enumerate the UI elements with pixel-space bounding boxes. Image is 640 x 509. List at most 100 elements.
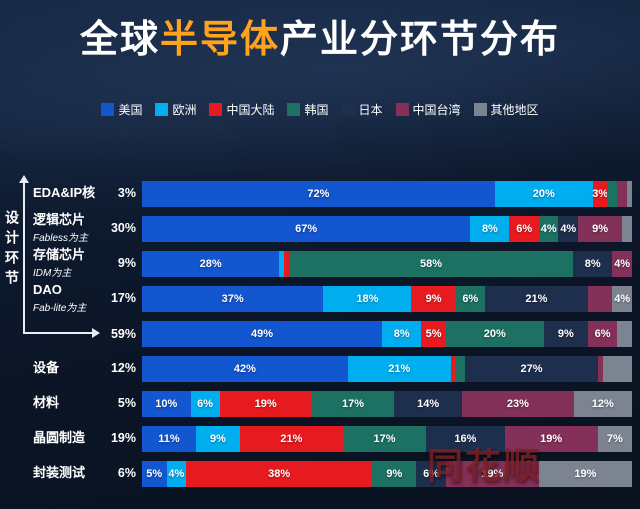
legend-swatch-icon	[341, 103, 355, 116]
bar-segment-kr: 6%	[455, 285, 485, 312]
bar-segment-cn	[284, 250, 289, 277]
bar-segment-value: 5%	[425, 327, 442, 340]
legend-swatch-icon	[101, 103, 115, 116]
bar-segment-eu: 18%	[323, 285, 412, 312]
legend-item-kr: 韩国	[287, 101, 329, 118]
bar-segment-other: 7%	[597, 425, 632, 452]
bar-segment-cn: 21%	[239, 425, 343, 452]
stacked-bar: 42% 21% 27%	[142, 355, 632, 382]
bar-segment-other: 4%	[612, 285, 632, 312]
legend-label: 韩国	[304, 103, 329, 117]
row-label: 逻辑芯片 Fabless为主 30%	[0, 212, 142, 244]
bar-segment-value: 3%	[592, 187, 609, 200]
bar-segment-value: 19%	[574, 467, 597, 480]
row-subtitle: IDM为主	[33, 267, 72, 279]
stacked-bar: 5% 4% 38% 9% 6% 19% 19%	[142, 460, 632, 487]
chart-row: 逻辑芯片 Fabless为主 30% 67% 8% 6% 4% 4% 9%	[0, 211, 632, 246]
bar-segment-eu: 8%	[470, 215, 510, 242]
stacked-bar: 67% 8% 6% 4% 4% 9%	[142, 215, 632, 242]
bar-segment-eu: 6%	[190, 390, 220, 417]
design-bracket-hline	[23, 332, 93, 334]
row-name-text: 逻辑芯片	[33, 212, 86, 228]
bar-segment-kr: 17%	[342, 425, 427, 452]
bar-segment-value: 6%	[423, 467, 440, 480]
bar-segment-tw: 23%	[462, 390, 574, 417]
bar-segment-value: 8%	[481, 222, 498, 235]
row-share-percent: 5%	[117, 396, 136, 411]
bar-segment-value: 9%	[386, 467, 403, 480]
bar-segment-cn: 38%	[186, 460, 373, 487]
row-name-text: 存储芯片	[33, 247, 86, 263]
bar-segment-value: 4%	[540, 222, 557, 235]
bar-segment-tw	[597, 355, 603, 382]
page-title: 全球半导体产业分环节分布	[0, 8, 640, 63]
bar-segment-us: 42%	[142, 355, 348, 382]
row-name: 晶圆制造	[33, 430, 86, 446]
bar-segment-value: 12%	[591, 397, 614, 410]
row-name: 存储芯片 IDM为主	[33, 247, 86, 279]
bar-segment-us: 11%	[142, 425, 196, 452]
bar-segment-tw: 6%	[587, 320, 618, 347]
stacked-bar: 11% 9% 21% 17% 16% 19% 7%	[142, 425, 632, 452]
bar-segment-value: 4%	[614, 292, 631, 305]
row-share-percent: 30%	[110, 221, 136, 236]
legend-swatch-icon	[473, 103, 487, 116]
legend-item-us: 美国	[101, 101, 142, 118]
bar-segment-value: 4%	[560, 222, 577, 235]
bar-segment-value: 20%	[532, 187, 555, 200]
bar-segment-cn: 5%	[421, 320, 446, 347]
row-subtitle: Fab-lite为主	[33, 302, 87, 314]
chart-row: 设备 12% 42% 21% 27%	[0, 351, 632, 386]
row-share-percent: 12%	[110, 361, 136, 376]
legend-label: 欧洲	[172, 103, 197, 117]
bar-segment-value: 6%	[594, 327, 611, 340]
bar-segment-other	[617, 320, 632, 347]
legend: 美国 欧洲 中国大陆 韩国 日本 中国台湾 其他地区	[0, 101, 640, 118]
stacked-bar: 72% 20% 3%	[142, 180, 632, 207]
bar-segment-cn: 9%	[411, 285, 456, 312]
bar-segment-kr: 17%	[311, 390, 395, 417]
bar-segment-tw	[587, 285, 613, 312]
bar-segment-other	[602, 355, 632, 382]
bar-segment-us: 72%	[142, 180, 495, 207]
bar-segment-eu: 9%	[195, 425, 240, 452]
design-bracket-arrow-up-icon	[19, 175, 29, 183]
chart-row: DAO Fab-lite为主 17% 37% 18% 9% 6% 21% 4%	[0, 281, 632, 316]
stacked-bar: 28% 58% 8% 4%	[142, 250, 632, 277]
bar-segment-us: 5%	[142, 460, 167, 487]
row-name-text: DAO	[33, 282, 62, 298]
bar-segment-tw: 19%	[504, 425, 598, 452]
bar-segment-value: 27%	[520, 362, 543, 375]
row-label: 59%	[0, 327, 142, 341]
bar-segment-value: 72%	[307, 187, 330, 200]
legend-label: 中国台湾	[412, 103, 461, 117]
bar-segment-jp: 14%	[394, 390, 463, 417]
bar-segment-cn: 19%	[219, 390, 312, 417]
bar-segment-value: 18%	[356, 292, 379, 305]
design-bracket-vline	[23, 183, 25, 334]
title-post: 产业分环节分布	[280, 19, 561, 61]
row-label: 材料 5%	[0, 396, 142, 411]
legend-label: 美国	[118, 103, 143, 117]
row-label: EDA&IP核 3%	[0, 186, 142, 201]
bar-segment-eu: 20%	[494, 180, 593, 207]
legend-swatch-icon	[395, 103, 409, 116]
title-highlight: 半导体	[159, 19, 280, 61]
chart-row: 封装测试 6% 5% 4% 38% 9% 6% 19% 19%	[0, 456, 632, 491]
bar-segment-value: 38%	[268, 467, 291, 480]
row-name: EDA&IP核	[33, 186, 95, 201]
bar-segment-tw: 4%	[612, 250, 632, 277]
bar-segment-value: 4%	[614, 257, 631, 270]
row-name-text: 设备	[33, 360, 60, 376]
bar-segment-value: 21%	[280, 432, 303, 445]
bar-segment-value: 8%	[584, 257, 601, 270]
row-name-text: 晶圆制造	[33, 430, 86, 446]
chart-row: 材料 5% 10% 6% 19% 17% 14% 23% 12%	[0, 386, 632, 421]
bar-segment-value: 21%	[525, 292, 548, 305]
bar-segment-value: 6%	[197, 397, 213, 410]
bar-segment-value: 42%	[233, 362, 256, 375]
bar-segment-value: 8%	[393, 327, 410, 340]
row-label: 设备 12%	[0, 360, 142, 376]
bar-segment-eu	[279, 250, 285, 277]
